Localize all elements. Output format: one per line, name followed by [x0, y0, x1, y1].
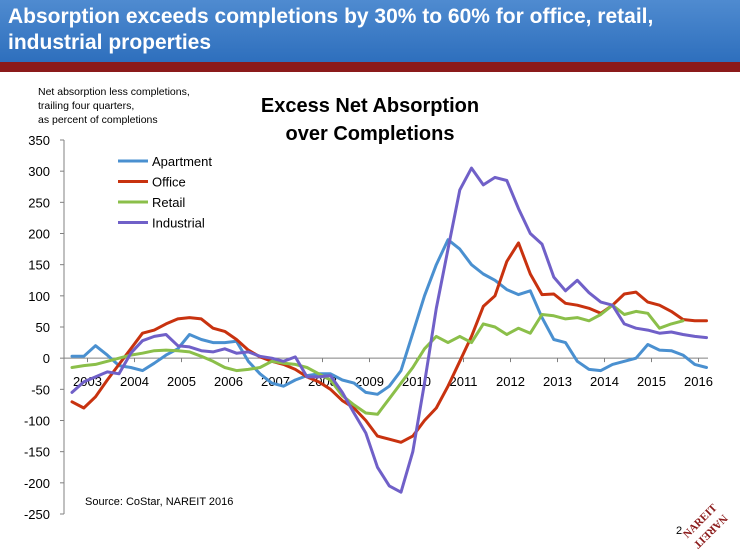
slide-title: Absorption exceeds completions by 30% to…: [8, 5, 654, 54]
y-tick-label: 0: [43, 351, 50, 366]
y-tick-label: 300: [28, 164, 50, 179]
legend-label-retail: Retail: [152, 195, 185, 210]
y-tick-label: 350: [28, 133, 50, 148]
y-tick-label: 100: [28, 289, 50, 304]
legend-label-industrial: Industrial: [152, 216, 205, 231]
series-line-retail: [70, 303, 685, 416]
chart-title: Excess Net Absorption over Completions: [210, 92, 530, 148]
x-tick-label: 2009: [355, 374, 384, 389]
series-line-office: [70, 241, 708, 444]
chart-title-line: over Completions: [285, 123, 455, 145]
y-axis-note-line: as percent of completions: [38, 114, 158, 126]
y-tick-label: -200: [24, 476, 50, 491]
series-line-apartment: [70, 238, 708, 396]
y-tick-label: -150: [24, 445, 50, 460]
x-tick-label: 2013: [543, 374, 572, 389]
series-line-industrial: [70, 166, 708, 494]
y-tick-label: 50: [36, 320, 50, 335]
y-tick-label: -100: [24, 414, 50, 429]
x-tick-label: 2004: [120, 374, 149, 389]
x-tick-label: 2016: [684, 374, 713, 389]
x-tick-label: 2012: [496, 374, 525, 389]
y-axis-note-line: Net absorption less completions,: [38, 86, 190, 98]
y-axis-note: Net absorption less completions, trailin…: [38, 85, 258, 127]
header-bar: Absorption exceeds completions by 30% to…: [0, 0, 740, 62]
page-number: 2: [676, 525, 683, 537]
legend-label-apartment: Apartment: [152, 154, 212, 169]
header-rule: [0, 62, 740, 72]
x-tick-label: 2005: [167, 374, 196, 389]
y-axis-note-line: trailing four quarters,: [38, 100, 135, 112]
source-note: Source: CoStar, NAREIT 2016: [85, 496, 234, 508]
y-tick-label: 200: [28, 227, 50, 242]
chart-title-line: Excess Net Absorption: [260, 95, 480, 117]
x-tick-label: 2015: [637, 374, 666, 389]
y-tick-label: -50: [31, 382, 50, 397]
y-tick-label: -250: [24, 507, 50, 522]
x-tick-label: 2006: [214, 374, 243, 389]
x-tick-label: 2011: [450, 374, 478, 389]
y-tick-label: 250: [28, 195, 50, 210]
x-tick-label: 2014: [590, 374, 619, 389]
legend-label-office: Office: [152, 175, 186, 190]
nareit-logo: NAREIT NAREIT: [681, 502, 730, 552]
y-tick-label: 150: [28, 258, 50, 273]
